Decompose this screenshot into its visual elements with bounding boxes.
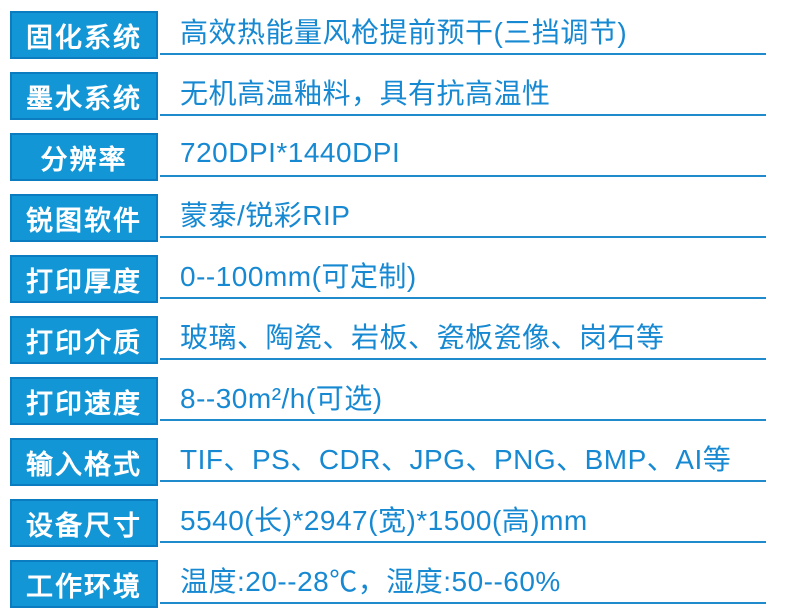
spec-value-print-media: 玻璃、陶瓷、岩板、瓷板瓷像、岗石等 [180,322,665,353]
spec-label-input-format: 输入格式 [10,438,158,486]
table-row: 打印介质 玻璃、陶瓷、岩板、瓷板瓷像、岗石等 [0,305,800,366]
spec-value-print-speed: 8--30m²/h(可选) [180,383,383,414]
spec-value-rip-software: 蒙泰/锐彩RIP [180,200,351,231]
table-row: 锐图软件 蒙泰/锐彩RIP [0,183,800,244]
row-underline [160,53,766,55]
spec-label-rip-software: 锐图软件 [10,194,158,242]
spec-value-resolution: 720DPI*1440DPI [180,137,401,168]
spec-label-ink-system: 墨水系统 [10,72,158,120]
row-underline [160,175,766,177]
spec-label-work-environment: 工作环境 [10,560,158,608]
table-row: 设备尺寸 5540(长)*2947(宽)*1500(高)mm [0,488,800,549]
row-underline [160,114,766,116]
spec-label-print-media: 打印介质 [10,316,158,364]
spec-label-print-speed: 打印速度 [10,377,158,425]
row-underline [160,236,766,238]
spec-value-ink-system: 无机高温釉料，具有抗高温性 [180,78,551,109]
row-underline [160,419,766,421]
spec-label-print-thickness: 打印厚度 [10,255,158,303]
row-underline [160,541,766,543]
table-row: 固化系统 高效热能量风枪提前预干(三挡调节) [0,0,800,61]
spec-value-curing-system: 高效热能量风枪提前预干(三挡调节) [180,17,628,48]
table-row: 输入格式 TIF、PS、CDR、JPG、PNG、BMP、AI等 [0,427,800,488]
table-row: 墨水系统 无机高温釉料，具有抗高温性 [0,61,800,122]
table-row: 分辨率 720DPI*1440DPI [0,122,800,183]
row-underline [160,358,766,360]
spec-value-device-size: 5540(长)*2947(宽)*1500(高)mm [180,505,588,536]
row-underline [160,480,766,482]
spec-value-input-format: TIF、PS、CDR、JPG、PNG、BMP、AI等 [180,444,732,475]
table-row: 打印厚度 0--100mm(可定制) [0,244,800,305]
spec-label-resolution: 分辨率 [10,133,158,181]
spec-label-device-size: 设备尺寸 [10,499,158,547]
spec-value-work-environment: 温度:20--28℃，湿度:50--60% [180,566,561,597]
row-underline [160,297,766,299]
spec-value-print-thickness: 0--100mm(可定制) [180,261,417,292]
table-row: 打印速度 8--30m²/h(可选) [0,366,800,427]
spec-label-curing-system: 固化系统 [10,11,158,59]
row-underline [160,602,766,604]
table-row: 工作环境 温度:20--28℃，湿度:50--60% [0,549,800,609]
